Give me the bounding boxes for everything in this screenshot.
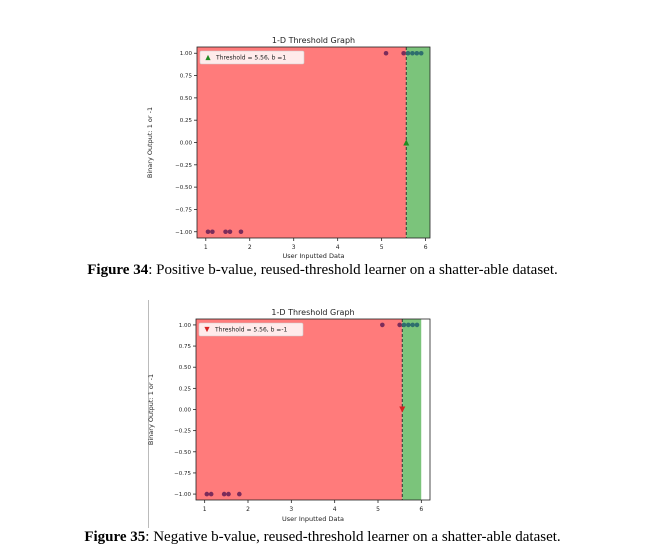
y-tick-label: 1.00 xyxy=(179,323,192,329)
x-tick-label: 1 xyxy=(203,506,207,513)
point-positive xyxy=(410,322,415,328)
divider-line xyxy=(148,300,149,528)
region-1 xyxy=(406,47,430,238)
legend-marker xyxy=(204,326,210,333)
point-negative xyxy=(238,229,244,235)
y-tick-label: 0.00 xyxy=(179,408,192,414)
y-tick-label: 0.75 xyxy=(179,344,192,350)
legend-box xyxy=(199,50,305,65)
figure-34-caption: Figure 34: Positive b-value, reused-thre… xyxy=(0,262,645,279)
legend: Threshold = 5.56, b =1 xyxy=(199,50,305,65)
x-tick-label: 1 xyxy=(204,244,208,251)
point-negative xyxy=(221,491,227,497)
chart-title: 1-D Threshold Graph xyxy=(272,36,355,45)
legend-marker xyxy=(205,54,211,61)
x-tick-label: 5 xyxy=(376,506,380,513)
point-negative xyxy=(208,491,214,497)
region-0 xyxy=(196,319,403,500)
x-tick-label: 3 xyxy=(289,506,293,513)
y-tick-label: −0.25 xyxy=(175,163,192,169)
figure-34-text: : Positive b-value, reused-threshold lea… xyxy=(148,262,558,278)
legend: Threshold = 5.56, b =-1 xyxy=(198,322,304,337)
point-positive xyxy=(414,322,420,328)
point-negative xyxy=(237,491,242,497)
y-axis-label: Binary Output: 1 or -1 xyxy=(146,107,154,178)
point-positive xyxy=(414,50,420,56)
y-axis-label: Binary Output: 1 or -1 xyxy=(147,374,155,445)
point-positive xyxy=(383,50,389,56)
region-1 xyxy=(402,319,422,500)
y-tick-label: 0.25 xyxy=(179,386,192,392)
point-negative xyxy=(226,491,231,497)
point-positive xyxy=(397,322,402,328)
x-tick-label: 5 xyxy=(380,244,384,251)
x-tick-label: 6 xyxy=(419,506,423,513)
y-tick-label: 0.50 xyxy=(180,96,193,102)
legend-label: Threshold = 5.56, b =-1 xyxy=(214,327,287,334)
threshold-chart-34: 1-D Threshold Graph 1 2 3 4 5 6 User Inputted D… xyxy=(146,36,431,260)
point-negative xyxy=(210,229,215,235)
x-axis-label: User Inputted Data xyxy=(283,252,345,260)
x-tick-label: 2 xyxy=(246,506,250,513)
point-positive xyxy=(401,50,406,56)
point-negative xyxy=(205,229,211,235)
y-tick-label: −0.50 xyxy=(175,185,192,191)
figure-35-caption: Figure 35: Negative b-value, reused-thre… xyxy=(0,529,645,546)
y-tick-label: −0.25 xyxy=(174,429,191,435)
y-tick-label: 0.00 xyxy=(180,141,193,147)
point-positive xyxy=(405,50,411,56)
y-tick-label: −1.00 xyxy=(175,230,192,236)
point-positive xyxy=(380,322,385,328)
threshold-marker xyxy=(399,406,406,413)
y-tick-label: 1.00 xyxy=(180,51,193,57)
point-negative xyxy=(204,491,210,497)
x-tick-label: 4 xyxy=(333,506,337,513)
y-tick-label: −0.75 xyxy=(175,207,192,213)
figure-34-label: Figure 34 xyxy=(87,262,149,278)
y-tick-label: 0.25 xyxy=(180,118,193,124)
y-tick-label: −0.50 xyxy=(174,450,191,456)
region-2 xyxy=(421,319,430,500)
x-tick-label: 6 xyxy=(424,244,428,251)
figure-35-text: : Negative b-value, reused-threshold lea… xyxy=(145,529,561,545)
point-negative xyxy=(227,229,233,235)
figure-35-label: Figure 35 xyxy=(84,529,146,545)
y-tick-label: −1.00 xyxy=(174,492,191,498)
legend-label: Threshold = 5.56, b =1 xyxy=(215,55,286,62)
point-positive xyxy=(418,50,424,56)
point-positive xyxy=(401,322,407,328)
y-tick-label: −0.75 xyxy=(174,471,191,477)
threshold-marker xyxy=(403,139,410,146)
point-negative xyxy=(223,229,228,235)
x-tick-label: 4 xyxy=(336,244,340,251)
region-0 xyxy=(197,47,407,238)
point-positive xyxy=(406,322,411,328)
y-tick-label: 0.50 xyxy=(179,365,192,371)
x-tick-label: 3 xyxy=(292,244,296,251)
point-positive xyxy=(410,50,415,56)
y-tick-label: 0.75 xyxy=(180,74,193,80)
x-axis-label: User Inputted Data xyxy=(282,515,344,523)
legend-box xyxy=(198,322,304,337)
x-tick-label: 2 xyxy=(248,244,252,251)
chart-title: 1-D Threshold Graph xyxy=(271,308,354,317)
